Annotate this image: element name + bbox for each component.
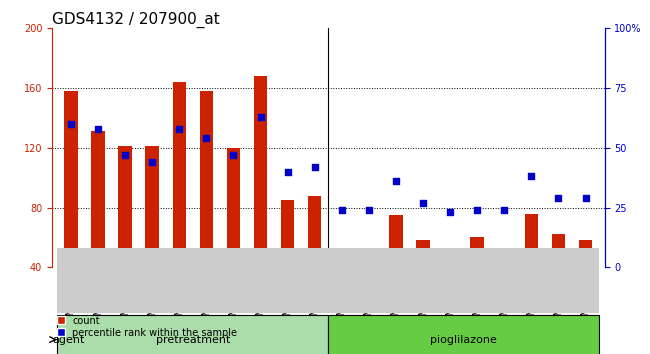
Text: pioglilazone: pioglilazone <box>430 335 497 344</box>
Point <box>418 200 428 206</box>
Bar <box>172 82 186 267</box>
Bar <box>91 131 105 267</box>
FancyBboxPatch shape <box>328 315 599 354</box>
Point <box>174 126 185 131</box>
Point <box>526 173 537 179</box>
Point <box>147 159 157 165</box>
FancyBboxPatch shape <box>57 315 328 354</box>
Point <box>309 164 320 170</box>
Bar <box>497 263 511 267</box>
Bar <box>362 263 376 267</box>
Point <box>499 207 510 213</box>
Bar <box>416 240 430 267</box>
Point <box>202 135 212 141</box>
Point <box>93 126 103 131</box>
Point <box>120 152 131 158</box>
Bar <box>443 266 457 267</box>
Bar <box>146 146 159 267</box>
Bar <box>389 215 403 267</box>
Text: agent: agent <box>52 335 84 344</box>
Point <box>364 207 374 213</box>
FancyBboxPatch shape <box>57 247 599 313</box>
Bar <box>281 200 294 267</box>
Point <box>472 207 482 213</box>
Bar <box>254 76 267 267</box>
Bar <box>308 195 322 267</box>
Point <box>282 169 293 175</box>
Point <box>580 195 591 201</box>
Text: GDS4132 / 207900_at: GDS4132 / 207900_at <box>52 12 220 28</box>
Bar <box>200 91 213 267</box>
Legend: count, percentile rank within the sample: count, percentile rank within the sample <box>57 316 237 338</box>
Point <box>228 152 239 158</box>
Point <box>337 207 347 213</box>
Point <box>391 178 401 184</box>
Bar <box>227 148 240 267</box>
Point <box>255 114 266 120</box>
Bar <box>64 91 78 267</box>
Point <box>66 121 76 127</box>
Bar <box>525 213 538 267</box>
Bar <box>335 266 348 267</box>
Point <box>445 210 455 215</box>
Point <box>553 195 564 201</box>
Bar <box>552 234 566 267</box>
Bar <box>118 146 132 267</box>
Text: pretreatment: pretreatment <box>155 335 230 344</box>
Bar <box>471 238 484 267</box>
Bar <box>578 240 592 267</box>
